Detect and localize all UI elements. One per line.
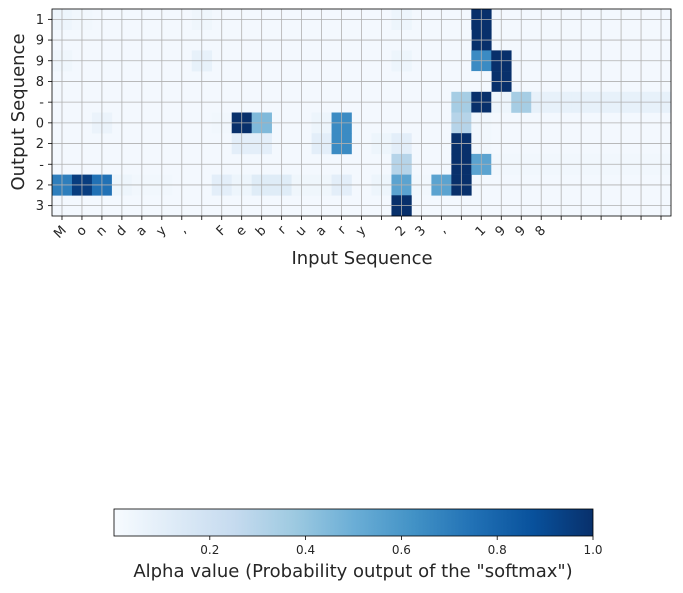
y-tick-label: 9 bbox=[36, 54, 44, 69]
y-axis-label: Output Sequence bbox=[8, 33, 29, 190]
x-tick-label: 2 bbox=[393, 223, 409, 239]
y-tick-label: 8 bbox=[36, 75, 44, 90]
y-tick-label: 3 bbox=[36, 199, 44, 214]
y-tick-label: 9 bbox=[36, 34, 44, 49]
x-tick-label: o bbox=[74, 223, 90, 239]
x-tick-label: 8 bbox=[533, 223, 549, 239]
x-tick-label: F bbox=[214, 223, 230, 239]
x-tick-label: r bbox=[275, 223, 290, 238]
y-tick-label: 1 bbox=[36, 13, 44, 28]
colorbar-tick-label: 0.8 bbox=[488, 543, 507, 557]
colorbar bbox=[113, 508, 594, 537]
x-tick-label: M bbox=[51, 223, 70, 242]
colorbar-tick-label: 1.0 bbox=[583, 543, 602, 557]
y-axis-ticks: 1 9 9 8 - 0 2 - 2 3 bbox=[36, 13, 52, 214]
y-tick-label: 0 bbox=[36, 116, 44, 131]
x-tick-label: 1 bbox=[473, 223, 489, 239]
x-axis-label: Input Sequence bbox=[291, 248, 432, 269]
x-tick-label: a bbox=[313, 223, 329, 239]
colorbar-label: Alpha value (Probability output of the "… bbox=[133, 561, 572, 582]
x-tick-label: a bbox=[133, 223, 149, 239]
y-tick-label: - bbox=[39, 158, 44, 173]
x-tick-label: , bbox=[436, 223, 450, 237]
colorbar-tick-label: 0.6 bbox=[392, 543, 411, 557]
x-tick-label: b bbox=[253, 223, 269, 239]
colorbar-tick-label: 0.4 bbox=[296, 543, 315, 557]
y-tick-label: 2 bbox=[36, 137, 44, 152]
y-tick-label: 2 bbox=[36, 178, 44, 193]
y-tick-label: - bbox=[39, 96, 44, 111]
x-tick-label: d bbox=[113, 223, 129, 239]
x-tick-label: u bbox=[293, 223, 309, 239]
x-tick-label: e bbox=[233, 223, 249, 239]
x-tick-label: y bbox=[154, 223, 170, 239]
x-tick-label: r bbox=[335, 223, 350, 238]
colorbar-ticks: 0.2 0.4 0.6 0.8 1.0 bbox=[200, 536, 603, 557]
x-tick-label: 3 bbox=[413, 223, 429, 239]
x-tick-label: y bbox=[353, 223, 369, 239]
heatmap-gridlines bbox=[52, 9, 671, 216]
x-tick-label: 9 bbox=[493, 223, 509, 239]
colorbar-tick-label: 0.2 bbox=[200, 543, 219, 557]
x-tick-label: 9 bbox=[513, 223, 529, 239]
x-tick-label: , bbox=[176, 223, 190, 237]
x-tick-label: n bbox=[93, 223, 109, 239]
